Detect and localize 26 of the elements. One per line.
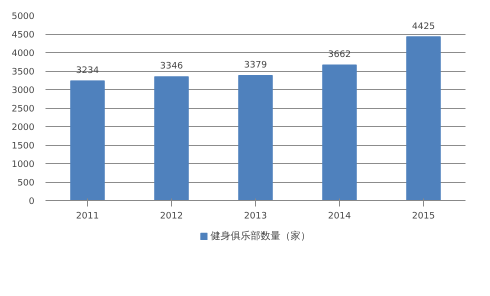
x-tick-label: 2012 bbox=[160, 212, 183, 222]
bar bbox=[154, 76, 189, 200]
x-tick-label: 2014 bbox=[328, 212, 352, 222]
data-label: 3662 bbox=[328, 50, 351, 60]
x-tick-label: 2011 bbox=[76, 212, 99, 222]
y-tick-label: 5000 bbox=[12, 12, 35, 22]
y-tick-label: 4500 bbox=[12, 30, 35, 40]
y-tick-label: 500 bbox=[17, 178, 35, 188]
bar bbox=[70, 80, 105, 200]
y-tick-label: 2000 bbox=[12, 123, 35, 133]
x-tick-label: 2013 bbox=[244, 212, 267, 222]
legend-label: 健身俱乐部数量（家） bbox=[210, 230, 310, 243]
bar bbox=[322, 64, 357, 200]
x-tick-label: 2015 bbox=[412, 212, 435, 222]
y-tick-label: 1500 bbox=[12, 142, 35, 152]
data-label: 3379 bbox=[244, 60, 268, 70]
bar bbox=[238, 74, 273, 200]
y-tick-label: 3500 bbox=[12, 68, 35, 78]
y-tick-label: 2500 bbox=[12, 104, 35, 114]
data-label: 4425 bbox=[412, 22, 435, 32]
bar bbox=[406, 36, 441, 200]
y-tick-label: 3000 bbox=[12, 86, 35, 96]
data-label: 3346 bbox=[160, 62, 184, 72]
y-tick-label: 0 bbox=[28, 197, 35, 207]
y-tick-label: 4000 bbox=[12, 49, 35, 59]
y-tick-label: 1000 bbox=[12, 160, 35, 170]
